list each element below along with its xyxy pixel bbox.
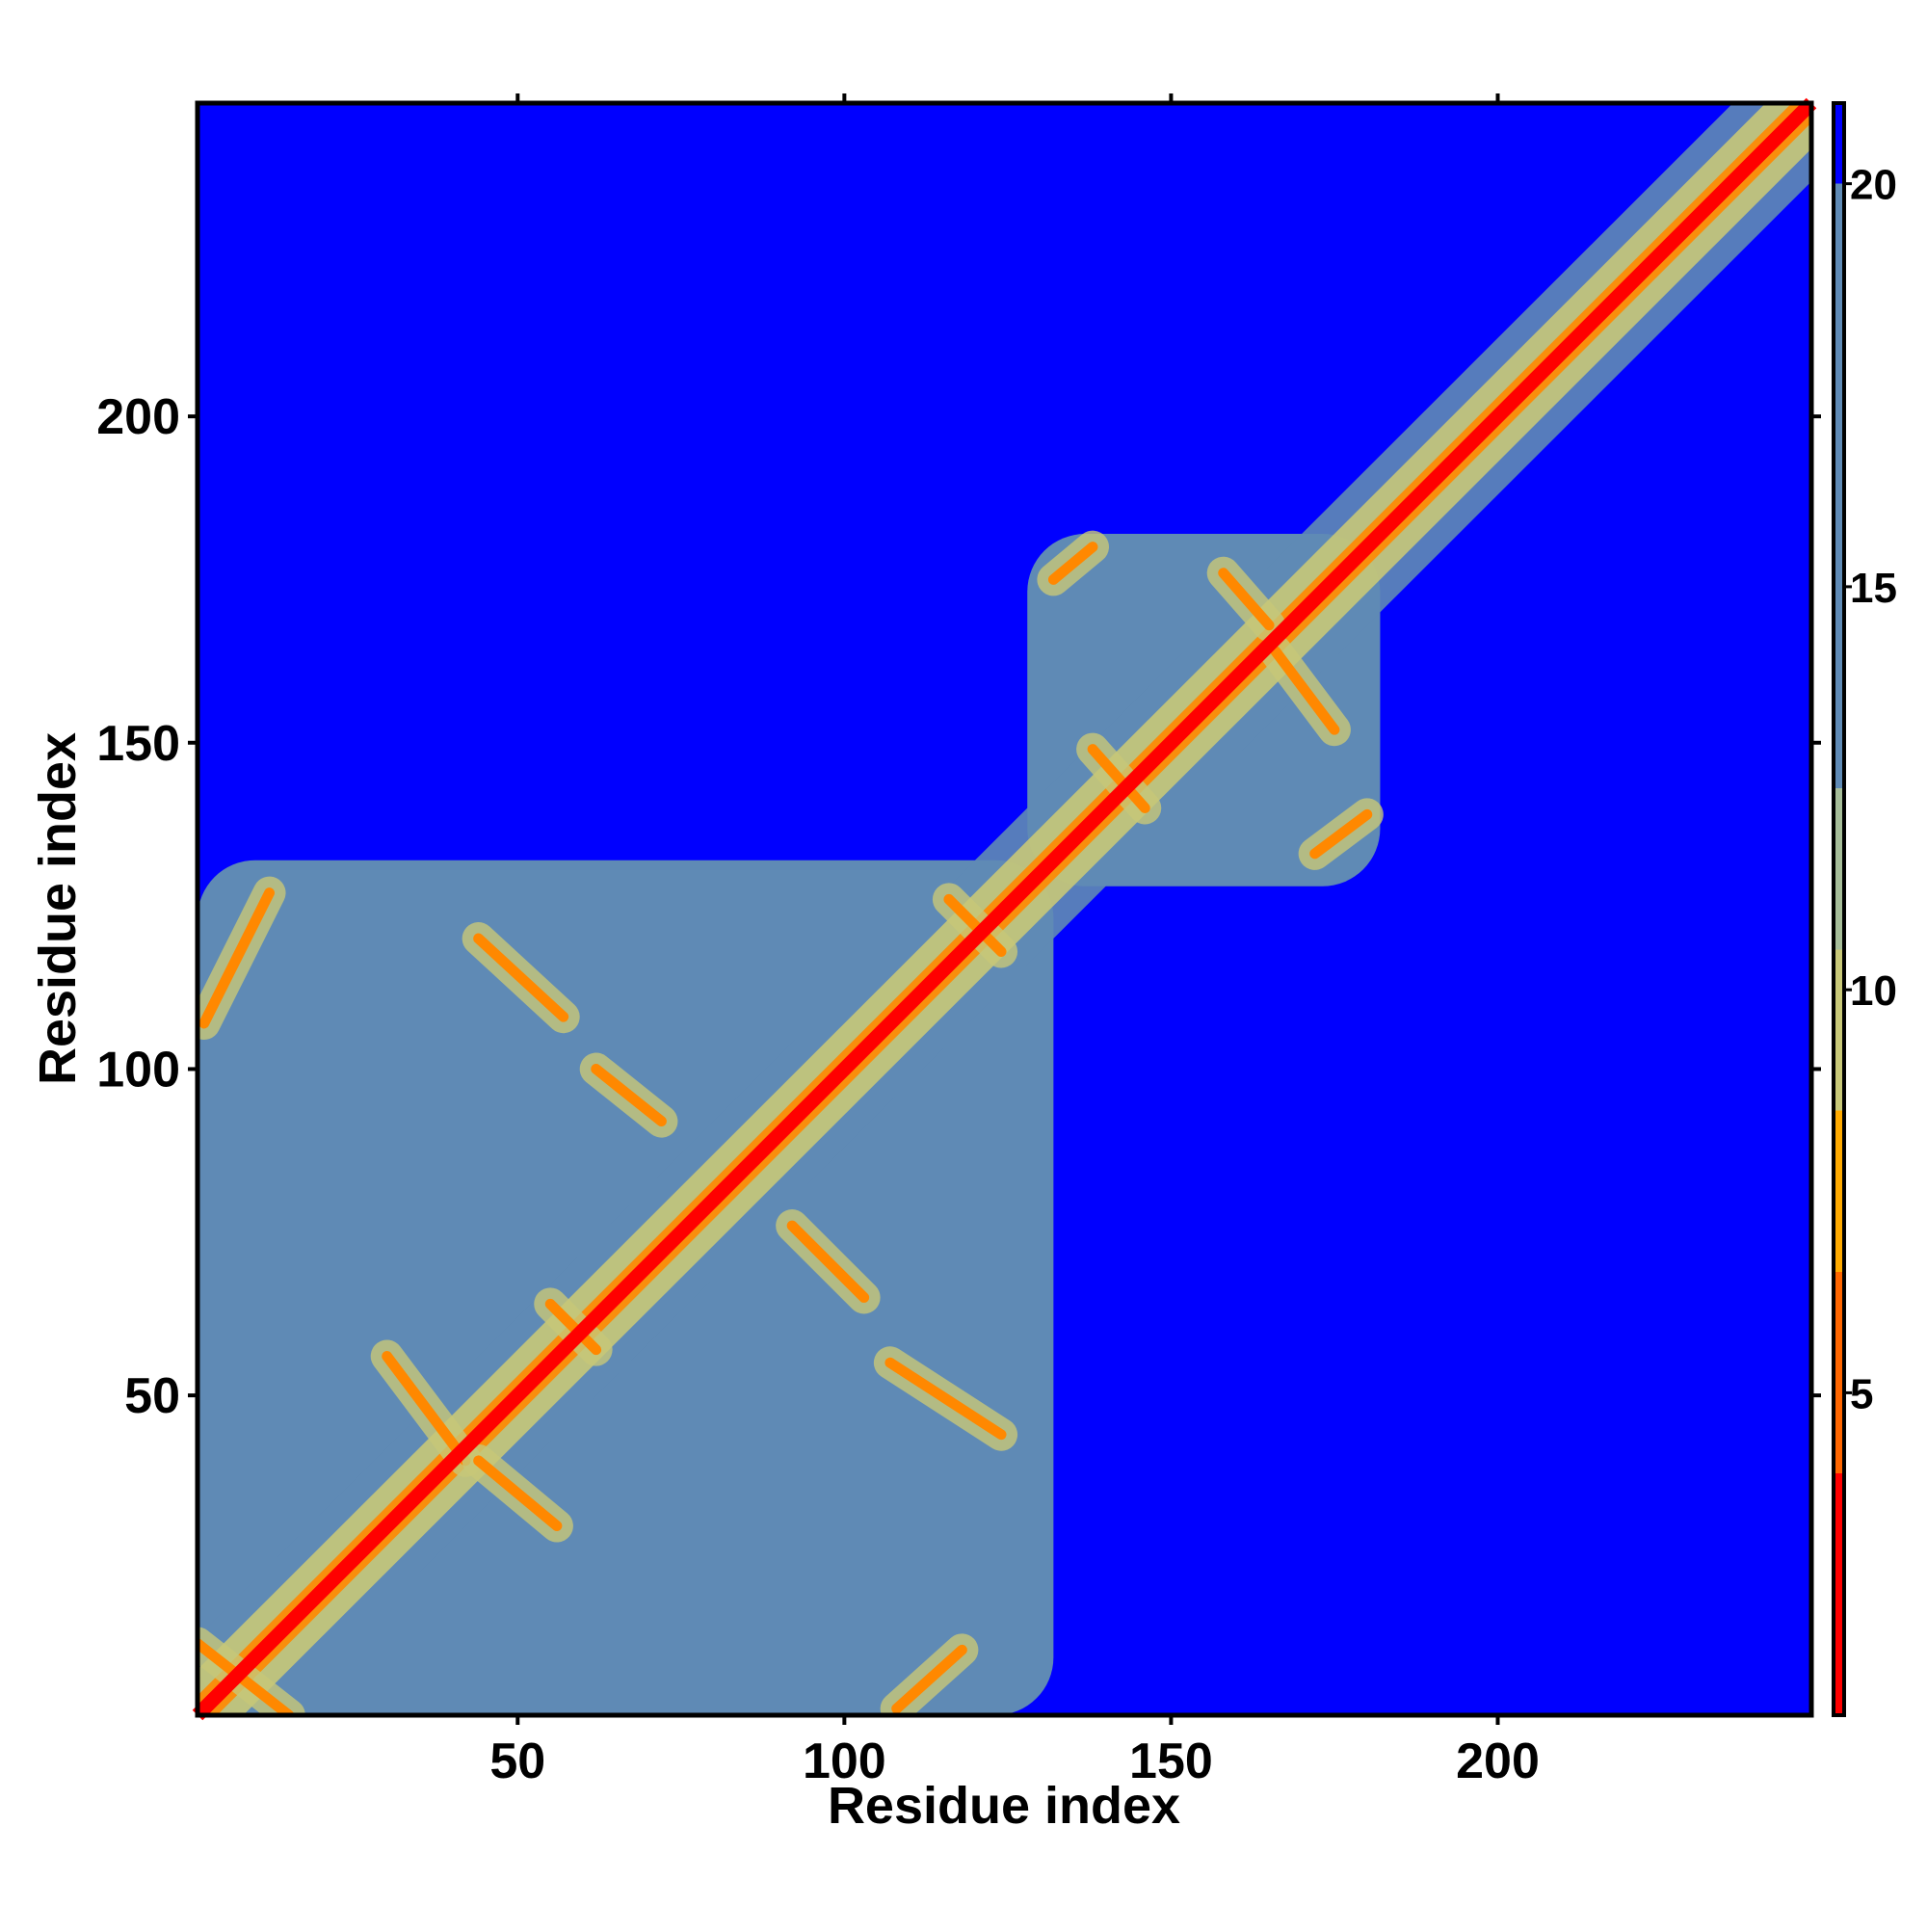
x-axis-label: Residue index: [828, 1777, 1180, 1835]
colorbar-tick-label: 5: [1850, 1370, 1873, 1417]
contact-segment: [1087, 744, 1150, 813]
contact-segment: [943, 893, 1007, 957]
colorbar-tick-label: 20: [1850, 162, 1897, 209]
y-tick-label: 50: [124, 1368, 180, 1424]
colorbar: 5 10 15 20: [1832, 101, 1897, 1717]
contact-segment: [473, 1455, 563, 1532]
main-diagonal: [192, 97, 1817, 1721]
contact-segment: [1047, 542, 1098, 585]
colorbar-ticks: 5 10 15 20: [1844, 162, 1897, 1417]
y-tick-label: 200: [96, 389, 180, 445]
contact-segment: [473, 933, 569, 1022]
contact-segment: [591, 1064, 667, 1127]
plot-frame: [195, 100, 1814, 1718]
contact-segment: [544, 1298, 602, 1356]
contact-segment: [1270, 646, 1340, 735]
colorbar-tick-label: 10: [1850, 967, 1897, 1015]
heatmap-marks: [192, 97, 1817, 1721]
contact-segment: [1218, 568, 1275, 631]
contact-segment: [198, 887, 276, 1029]
y-tick-label: 100: [96, 1042, 180, 1098]
x-tick-label: 100: [803, 1734, 886, 1789]
contact-segment: [786, 1220, 870, 1303]
y-tick-label: 150: [96, 716, 180, 772]
colorbar-frame: [1832, 101, 1846, 1717]
contact-segment: [382, 1351, 471, 1467]
x-tick-label: 200: [1456, 1734, 1540, 1789]
x-tick-label: 50: [489, 1734, 545, 1789]
contact-segment: [1309, 808, 1373, 860]
x-tick-label: 150: [1129, 1734, 1213, 1789]
y-axis-label: Residue index: [29, 732, 87, 1085]
y-axis: 50 100 150 200: [96, 389, 1821, 1424]
colorbar-scale: [1834, 103, 1844, 1715]
x-axis: 50 100 150 200: [489, 93, 1540, 1789]
colorbar-tick-label: 15: [1850, 565, 1897, 612]
contact-segment: [891, 1644, 967, 1714]
contact-segment: [884, 1357, 1007, 1441]
